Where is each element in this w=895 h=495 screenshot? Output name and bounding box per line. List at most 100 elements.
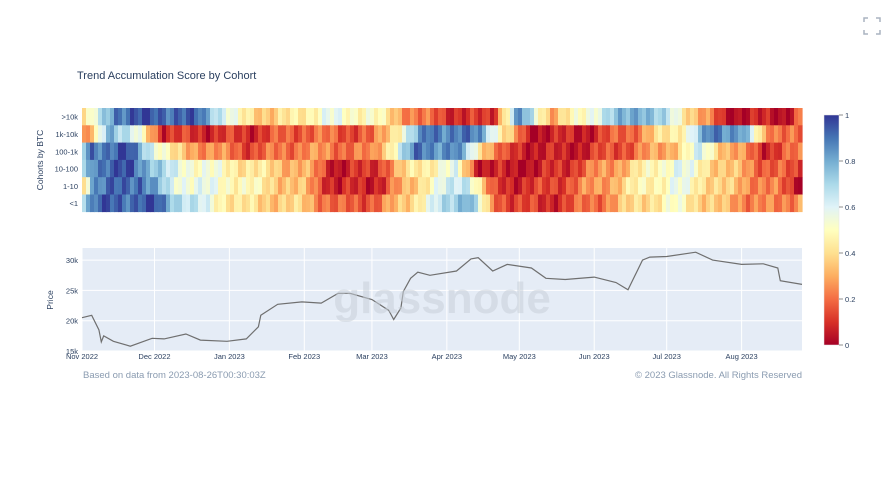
heatmap-cell: [626, 142, 631, 161]
heatmap-cell: [138, 159, 143, 178]
heatmap-cell: [746, 177, 751, 195]
heatmap-cell: [546, 159, 551, 178]
heatmap-cell: [318, 159, 323, 178]
heatmap-cell: [134, 125, 139, 143]
heatmap-cell: [626, 125, 631, 143]
heatmap-cell: [666, 142, 671, 161]
heatmap-cell: [162, 125, 167, 143]
heatmap-cell: [270, 194, 275, 213]
heatmap-cell: [278, 108, 283, 126]
heatmap-cell: [486, 125, 491, 143]
heatmap-cell: [778, 159, 783, 178]
heatmap-cell: [530, 142, 535, 161]
heatmap-cell: [90, 108, 95, 126]
heatmap-cell: [702, 159, 707, 178]
heatmap-cell: [154, 108, 159, 126]
heatmap-cell: [486, 142, 491, 161]
heatmap-cell: [598, 142, 603, 161]
heatmap-cell: [150, 177, 155, 195]
heatmap-cell: [314, 177, 319, 195]
heatmap-cell: [742, 108, 747, 126]
heatmap-cell: [282, 177, 287, 195]
heatmap-cell: [706, 142, 711, 161]
heatmap-cell: [150, 159, 155, 178]
heatmap-cell: [402, 125, 407, 143]
heatmap-cell: [442, 177, 447, 195]
heatmap-cell: [350, 108, 355, 126]
heatmap-cell: [194, 177, 199, 195]
heatmap-cell: [326, 159, 331, 178]
heatmap-cell: [374, 125, 379, 143]
heatmap-cell: [178, 177, 183, 195]
heatmap-cell: [474, 194, 479, 213]
heatmap-cell: [170, 177, 175, 195]
heatmap-cell: [334, 142, 339, 161]
heatmap-cell: [354, 142, 359, 161]
heatmap-cell: [338, 159, 343, 178]
heatmap-cell: [174, 108, 179, 126]
heatmap-cell: [786, 108, 791, 126]
heatmap-cell: [722, 177, 727, 195]
heatmap-cell: [542, 142, 547, 161]
heatmap-cell: [626, 108, 631, 126]
heatmap-cell: [774, 108, 779, 126]
heatmap-cell: [582, 194, 587, 213]
heatmap-plot: Cohorts by BTC >10k 1k-10k 100-1k 10-100 1-1…: [35, 108, 803, 213]
heatmap-cell: [110, 159, 115, 178]
heatmap-cell: [206, 125, 211, 143]
heatmap-cell: [478, 194, 483, 213]
heatmap-cell: [114, 159, 119, 178]
heatmap-cell: [158, 108, 163, 126]
heatmap-cell: [366, 125, 371, 143]
heatmap-cell: [270, 125, 275, 143]
heatmap-cell: [554, 142, 559, 161]
heatmap-cell: [234, 142, 239, 161]
heatmap-cell: [574, 159, 579, 178]
heatmap-cell: [134, 108, 139, 126]
heatmap-cell: [750, 108, 755, 126]
heatmap-cell: [318, 177, 323, 195]
heatmap-cell: [586, 125, 591, 143]
heatmap-cell: [250, 177, 255, 195]
heatmap-cell: [346, 142, 351, 161]
heatmap-cell: [326, 125, 331, 143]
heatmap-cell: [426, 125, 431, 143]
heatmap-cell: [478, 142, 483, 161]
heatmap-cell: [690, 177, 695, 195]
heatmap-cell: [378, 142, 383, 161]
heatmap-cell: [710, 125, 715, 143]
heatmap-cell: [142, 125, 147, 143]
heatmap-cell: [674, 194, 679, 213]
heatmap-cell: [366, 194, 371, 213]
heatmap-cell: [738, 108, 743, 126]
heatmap-cell: [450, 108, 455, 126]
heatmap-cell: [470, 142, 475, 161]
heatmap-cell: [90, 159, 95, 178]
heatmap-cell: [486, 159, 491, 178]
heatmap-cell: [470, 159, 475, 178]
heatmap-cell: [718, 159, 723, 178]
heatmap-cell: [598, 108, 603, 126]
heatmap-cell: [598, 125, 603, 143]
price-x-tick-label: Jan 2023: [214, 352, 245, 361]
heatmap-cell: [470, 177, 475, 195]
heatmap-cell: [434, 159, 439, 178]
heatmap-cell: [86, 108, 91, 126]
heatmap-cell: [338, 194, 343, 213]
heatmap-cell: [678, 142, 683, 161]
heatmap-cell: [514, 125, 519, 143]
heatmap-cell: [130, 125, 135, 143]
expand-icon[interactable]: [863, 17, 881, 35]
heatmap-cell: [110, 194, 115, 213]
heatmap-cell: [578, 142, 583, 161]
heatmap-cell: [766, 142, 771, 161]
heatmap-cell: [378, 125, 383, 143]
heatmap-cell: [782, 159, 787, 178]
heatmap-cell: [206, 194, 211, 213]
heatmap-cell: [566, 177, 571, 195]
price-x-tick-label: Jul 2023: [653, 352, 681, 361]
heatmap-cell: [698, 108, 703, 126]
heatmap-cell: [310, 194, 315, 213]
heatmap-cell: [250, 194, 255, 213]
